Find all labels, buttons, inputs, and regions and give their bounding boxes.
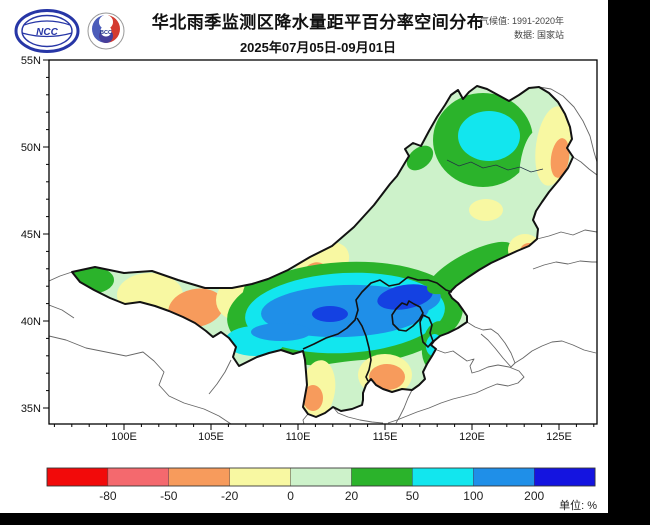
x-label-110e: 110E bbox=[286, 431, 311, 443]
x-label-120e: 120E bbox=[459, 431, 485, 443]
logo-row: NCC BCC bbox=[14, 7, 126, 60]
ncc-logo-text: NCC bbox=[36, 27, 58, 38]
figure-title: 华北雨季监测区降水量距平百分率空间分布 bbox=[151, 13, 485, 32]
data-source-note: 数据: 国家站 bbox=[513, 30, 564, 40]
river-line bbox=[446, 159, 544, 173]
y-label-50n: 50N bbox=[21, 142, 41, 154]
monitoring-region-outline bbox=[71, 85, 574, 418]
axis-ticks bbox=[43, 59, 595, 430]
legend-unit-label: 单位: % bbox=[559, 498, 597, 512]
legend-swatch-8 bbox=[534, 467, 596, 487]
color-legend: -80 -50 -20 0 20 50 100 200 单位: % bbox=[46, 467, 597, 512]
climate-baseline-note: 气候值: 1991-2020年 bbox=[479, 16, 564, 26]
legend-tick--20: -20 bbox=[221, 489, 239, 503]
internal-province-borders bbox=[302, 276, 453, 382]
figure-date-range: 2025年07月05日-09月01日 bbox=[239, 40, 397, 55]
legend-tick-labels: -80 -50 -20 0 20 50 100 200 bbox=[99, 489, 544, 503]
legend-tick--50: -50 bbox=[160, 489, 178, 503]
legend-swatch-7 bbox=[473, 467, 535, 487]
legend-tick--80: -80 bbox=[99, 489, 117, 503]
beijing-outline bbox=[391, 300, 424, 332]
x-label-115e: 115E bbox=[373, 431, 398, 443]
map-axes-frame bbox=[48, 59, 598, 425]
precipitation-anomaly-map: 55N 50N 45N 40N 35N 100E 105E 110E 115E … bbox=[21, 55, 598, 512]
figure-background: NCC BCC 华北雨季监测区降水量距平百分率空间分布 2025年07月05日-… bbox=[0, 0, 608, 513]
bcc-logo: BCC bbox=[87, 12, 125, 50]
y-label-35n: 35N bbox=[21, 403, 41, 415]
background-province-boundaries bbox=[49, 86, 597, 424]
legend-tick-0: 0 bbox=[287, 489, 294, 503]
x-label-105e: 105E bbox=[198, 431, 224, 443]
ncc-logo: NCC bbox=[14, 9, 80, 53]
legend-swatch-0 bbox=[46, 467, 109, 487]
legend-swatch-3 bbox=[229, 467, 291, 487]
figure-notes: 气候值: 1991-2020年 数据: 国家站 bbox=[480, 14, 564, 42]
x-label-100e: 100E bbox=[111, 431, 137, 443]
legend-swatch-1 bbox=[107, 467, 170, 487]
y-axis-labels: 55N 50N 45N 40N 35N bbox=[21, 55, 41, 415]
legend-tick-200: 200 bbox=[524, 489, 544, 503]
y-label-55n: 55N bbox=[21, 55, 41, 67]
x-label-125e: 125E bbox=[546, 431, 572, 443]
tianjin-outline bbox=[419, 314, 434, 348]
legend-swatch-5 bbox=[351, 467, 413, 487]
legend-swatch-2 bbox=[168, 467, 230, 487]
legend-tick-50: 50 bbox=[406, 489, 420, 503]
y-label-40n: 40N bbox=[21, 316, 41, 328]
y-label-45n: 45N bbox=[21, 229, 41, 241]
bcc-logo-text: BCC bbox=[100, 30, 112, 36]
legend-swatch-4 bbox=[290, 467, 352, 487]
legend-tick-20: 20 bbox=[345, 489, 359, 503]
legend-tick-100: 100 bbox=[463, 489, 483, 503]
legend-swatch-6 bbox=[412, 467, 474, 487]
x-axis-labels: 100E 105E 110E 115E 120E 125E bbox=[111, 431, 572, 443]
title-block: 华北雨季监测区降水量距平百分率空间分布 2025年07月05日-09月01日 bbox=[128, 8, 508, 56]
